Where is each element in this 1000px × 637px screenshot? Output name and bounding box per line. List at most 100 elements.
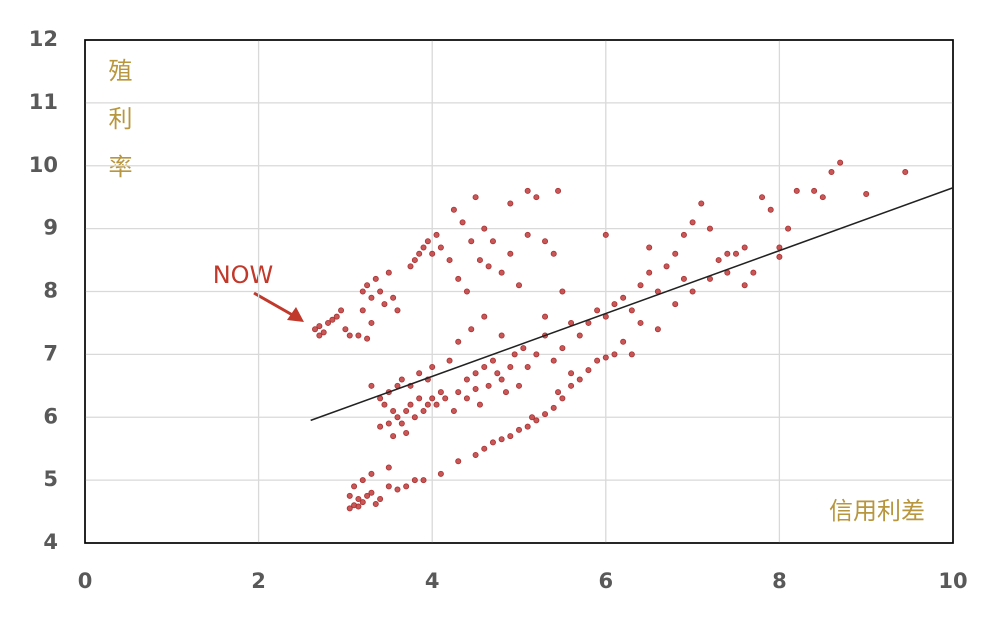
point [359,477,366,484]
point [368,319,375,326]
point [420,244,427,251]
point [455,275,462,282]
point [446,257,453,264]
point [837,159,844,166]
point [394,486,401,493]
point [476,257,483,264]
point [507,200,514,207]
point [576,332,583,339]
point [320,329,327,336]
trendline [310,187,954,422]
point [680,231,687,238]
point [424,238,431,245]
point [450,407,457,414]
point [407,263,414,270]
point [511,351,518,358]
point [364,282,371,289]
point [390,407,397,414]
point [498,376,505,383]
point [759,194,766,201]
point [602,354,609,361]
point [346,505,353,512]
point [446,357,453,364]
point [520,345,527,352]
point [385,483,392,490]
point [646,244,653,251]
point [368,382,375,389]
point [776,253,783,260]
point [381,401,388,408]
point [489,439,496,446]
point [472,451,479,458]
y-tick-label: 5 [43,467,58,491]
point [316,332,323,339]
point [463,395,470,402]
point [533,417,540,424]
point [620,338,627,345]
point [706,225,713,232]
point [863,191,870,198]
point [637,319,644,326]
point [902,169,909,176]
point [416,250,423,257]
point [359,288,366,295]
point [611,351,618,358]
point [468,238,475,245]
point [646,269,653,276]
point [663,263,670,270]
point [542,238,549,245]
point [507,363,514,370]
plot-layer: 4 5 6 7 8 9 10 11 12 0 2 4 6 8 10 [29,27,968,593]
point [494,370,501,377]
y-axis-label: 殖利率 [104,58,132,202]
point [403,407,410,414]
point [359,499,366,506]
point [437,470,444,477]
point [416,395,423,402]
y-tick-label: 12 [29,27,58,51]
point [481,445,488,452]
point [516,426,523,433]
point [312,326,319,333]
x-tick-label: 6 [598,569,613,593]
point [481,313,488,320]
point [377,495,384,502]
point [498,332,505,339]
y-tick-label: 11 [29,90,58,114]
point [394,307,401,314]
annotation: NOW [213,261,274,289]
x-tick-label: 4 [425,569,440,593]
point [450,206,457,213]
x-axis-label: 信用利差 [829,497,925,525]
point [715,257,722,264]
annotation-arrow [253,291,297,319]
point [368,489,375,496]
point [355,503,362,510]
point [398,376,405,383]
point [733,250,740,257]
point [568,370,575,377]
point [628,351,635,358]
point [507,250,514,257]
point [524,231,531,238]
point [524,187,531,194]
point [455,458,462,465]
point [385,269,392,276]
point [485,382,492,389]
x-tick-label: 2 [251,569,266,593]
point [364,335,371,342]
point [463,288,470,295]
point [472,370,479,377]
point [377,288,384,295]
point [502,389,509,396]
point [555,187,562,194]
y-tick-label: 10 [29,153,58,177]
point [507,433,514,440]
point [325,319,332,326]
point [533,194,540,201]
point [559,345,566,352]
point [524,423,531,430]
point [750,269,757,276]
point [485,263,492,270]
